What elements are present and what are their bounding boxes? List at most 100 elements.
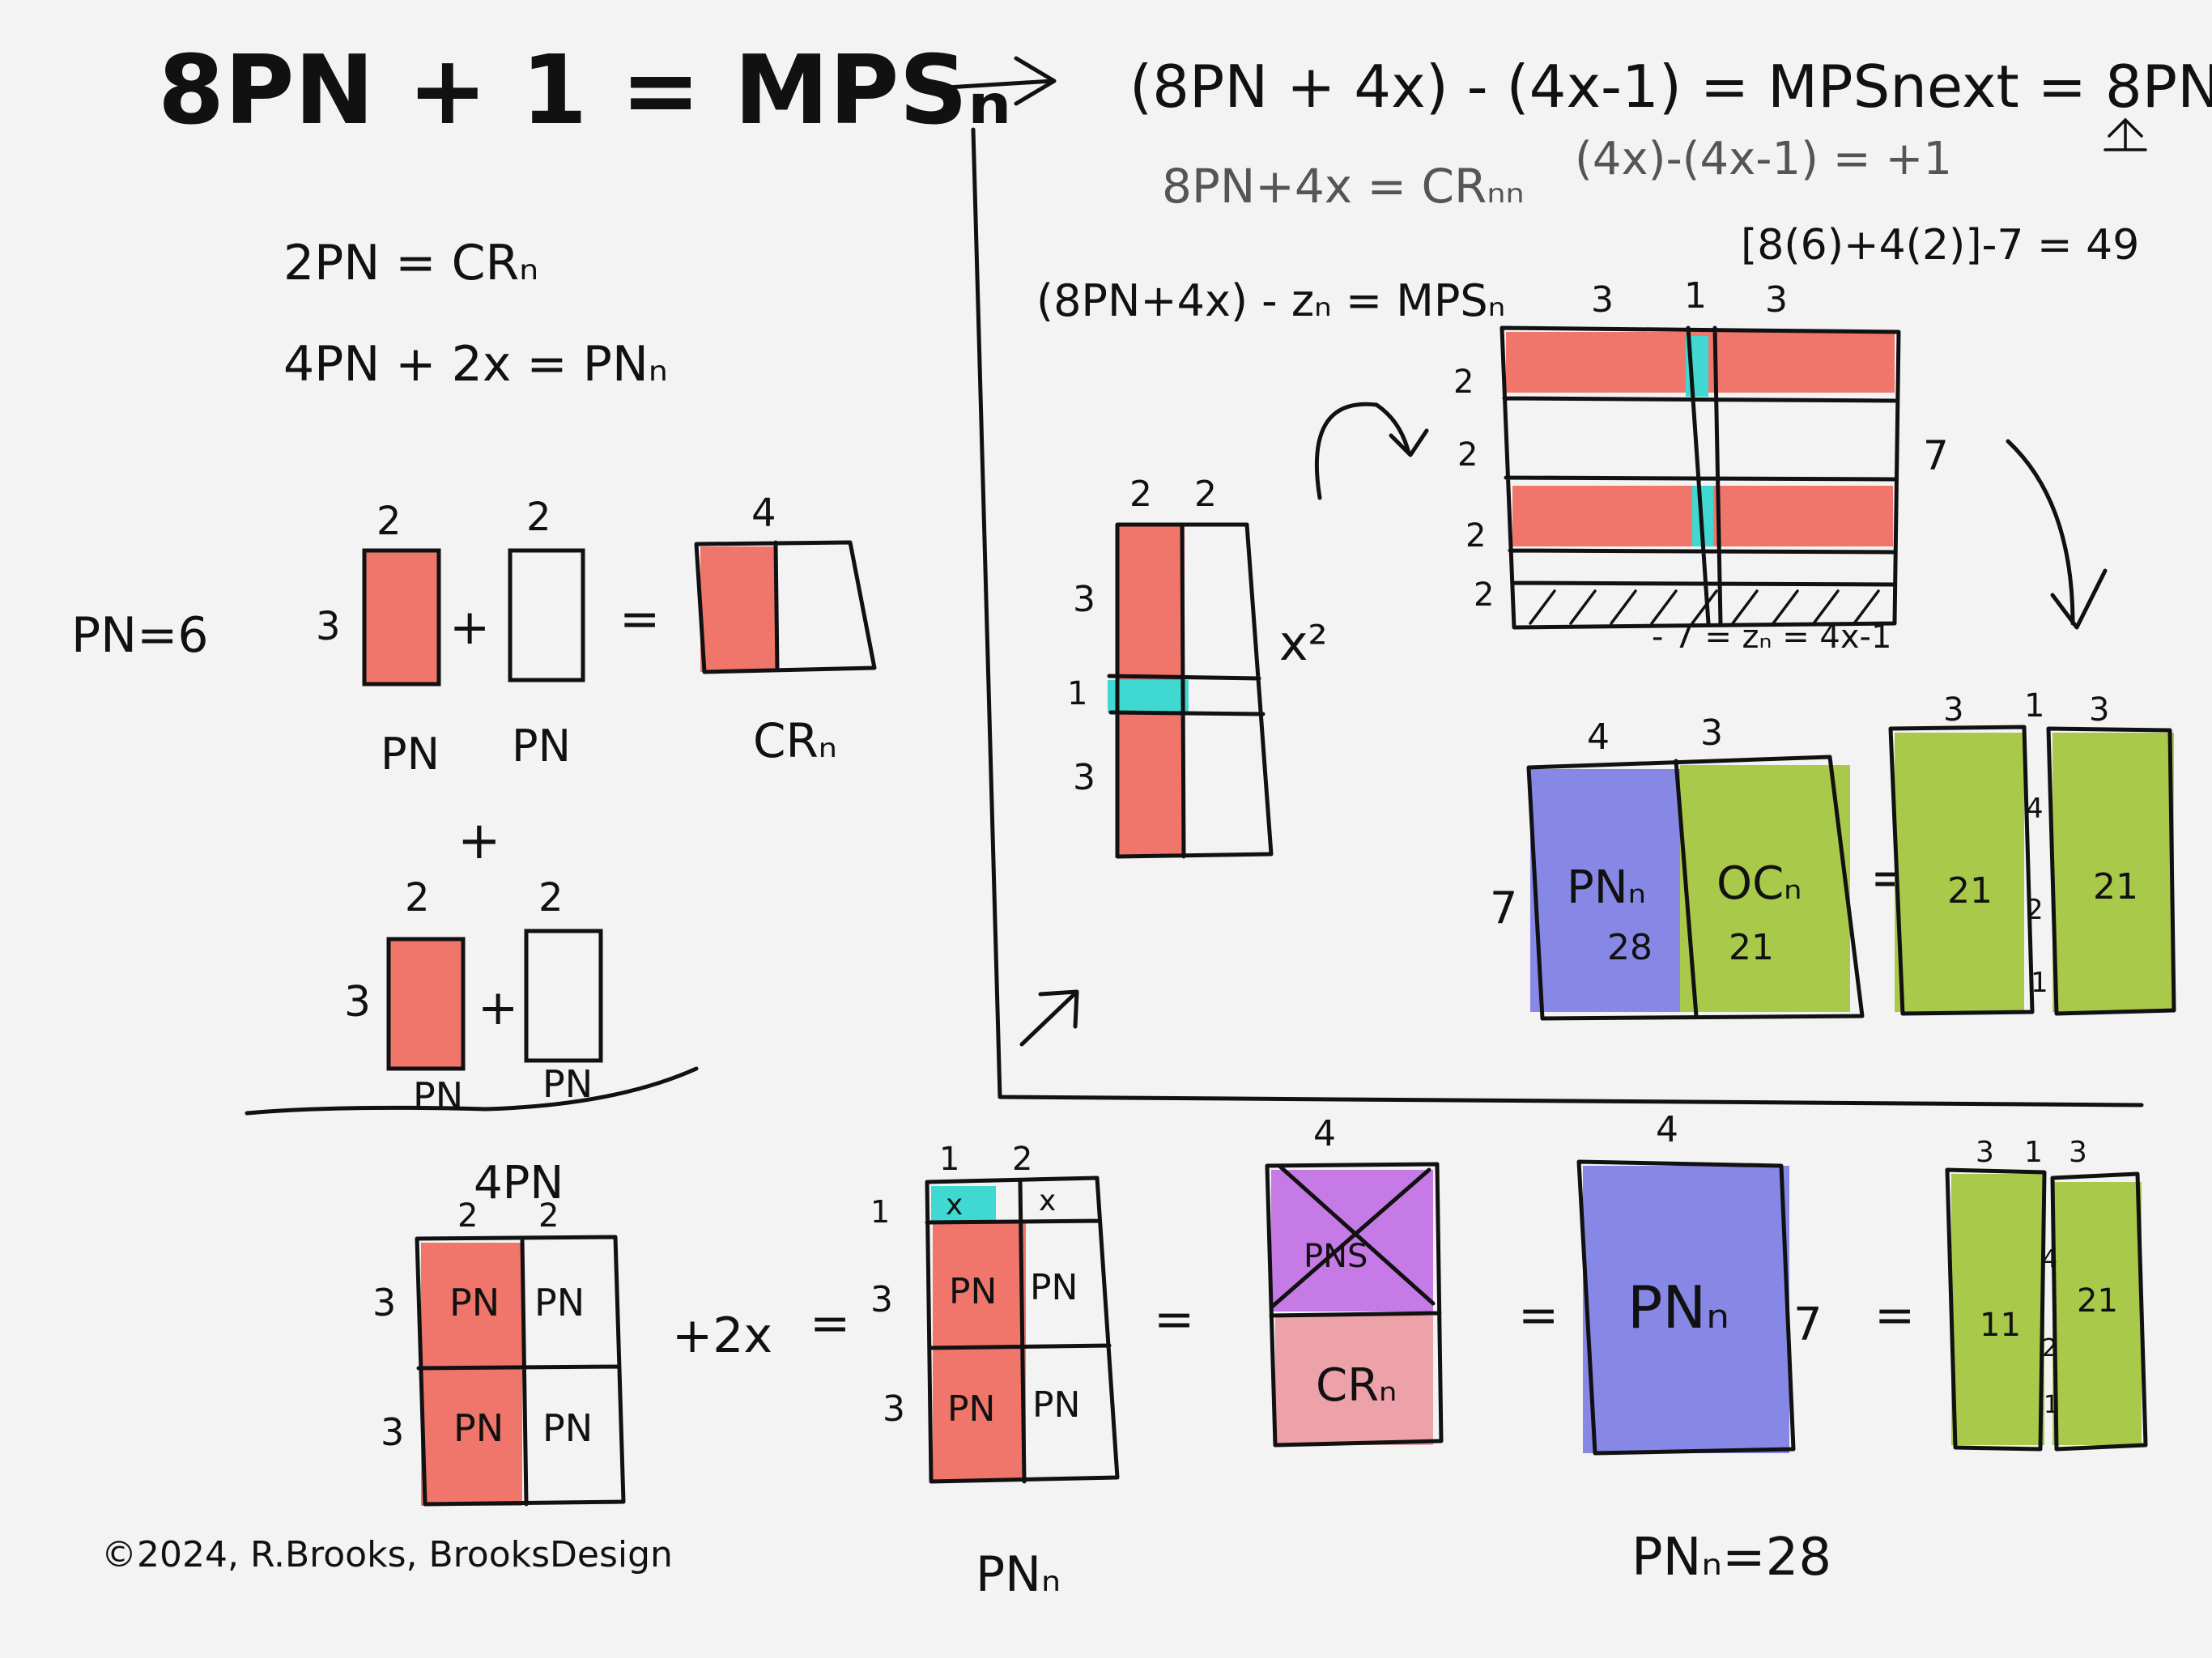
green-mid-3: 1	[2031, 967, 2048, 999]
curved-arrow-icon	[1314, 402, 1429, 500]
grid-left-4: 2	[1474, 576, 1494, 614]
row1-label3: CRₙ	[753, 713, 837, 768]
green-mid-2: 2	[2026, 894, 2044, 926]
gx-cell-1: PN	[949, 1271, 997, 1312]
gl-w1: 2	[457, 1197, 478, 1235]
grid-left-3: 2	[1465, 517, 1486, 555]
grid-left-1: 2	[1453, 363, 1474, 401]
green-top-3: 3	[2089, 691, 2109, 729]
gx-w2: 2	[1012, 1141, 1032, 1178]
row1-h1: 3	[316, 604, 341, 649]
pn-block-pn-label: PNₙ	[1567, 861, 1646, 914]
stack-top: PNS	[1304, 1238, 1368, 1275]
gx-cell-4: PN	[1032, 1384, 1080, 1426]
row2-label1: PN	[413, 1074, 463, 1118]
gx-h0: 1	[870, 1194, 890, 1230]
grid-caption: - 7 = zₙ = 4x-1	[1652, 619, 1891, 656]
grid-7x7	[1499, 325, 1901, 630]
eq-pn: 4PN + 2x = PNₙ	[283, 336, 668, 393]
row1-label2: PN	[512, 721, 571, 772]
grid-top-2: 1	[1684, 275, 1707, 317]
row2-rect-white	[524, 929, 603, 1063]
green-mid-1: 4	[2026, 793, 2044, 825]
pn-block-w1: 4	[1587, 716, 1610, 758]
right-arrow	[945, 56, 1057, 106]
tall-w2: 2	[1194, 474, 1217, 515]
eq-1: =	[810, 1295, 850, 1352]
gs-top-2: 1	[2024, 1136, 2043, 1169]
gx-x2: x	[1039, 1184, 1056, 1218]
stack-w: 4	[1313, 1113, 1336, 1154]
main-equation: 8PN + 1 = MPSₙ	[158, 34, 1011, 146]
tall-h3: 3	[1073, 757, 1095, 798]
row1-eq: =	[619, 591, 660, 648]
bottom-title: 4PN	[474, 1157, 564, 1209]
pns-stack	[1265, 1162, 1444, 1448]
row1-rect-white	[508, 548, 585, 682]
tall-times: x²	[1279, 615, 1328, 672]
row1-rect-red	[362, 548, 441, 687]
up-arrow-icon	[2104, 117, 2147, 151]
gl-h1: 3	[372, 1281, 396, 1324]
gx-x1: x	[946, 1188, 963, 1222]
pn-block-w2: 3	[1700, 712, 1723, 754]
gs-mid-3: 1	[2044, 1391, 2059, 1419]
row1-label1: PN	[381, 729, 440, 780]
gl-cell-1: PN	[449, 1281, 500, 1324]
row2-rect-red	[386, 937, 466, 1071]
section-frame	[971, 127, 2144, 1107]
tall-h1: 3	[1073, 579, 1095, 620]
plus-between: +	[457, 811, 501, 871]
eq-2: =	[1154, 1291, 1194, 1348]
copyright: ©2024, R.Brooks, BrooksDesign	[101, 1534, 673, 1575]
gx-h1: 3	[870, 1279, 893, 1320]
tall-h2: 1	[1067, 675, 1087, 712]
sum-line	[245, 1066, 699, 1116]
green-block	[1888, 725, 2176, 1016]
row1-w3: 4	[751, 491, 776, 536]
pn-big-w: 4	[1656, 1109, 1678, 1150]
eq-4: =	[1874, 1287, 1915, 1344]
gx-label: PNₙ	[976, 1546, 1061, 1603]
green-top-2: 1	[2024, 687, 2044, 725]
gs-mid-1: 4	[2042, 1245, 2057, 1273]
grid-top-1: 3	[1591, 279, 1614, 321]
next-equation: (8PN + 4x) - (4x-1) = MPSnext = 8PN+1	[1129, 53, 2212, 121]
plus-2x: +2x	[672, 1307, 772, 1364]
down-arrow-icon	[2006, 439, 2108, 630]
diff-equation: (4x)-(4x-1) = +1	[1575, 133, 1952, 185]
diagonal-arrow-icon	[1019, 989, 1079, 1047]
gl-cell-3: PN	[453, 1406, 504, 1450]
grid-left-2: 2	[1457, 436, 1478, 474]
check-equation: [8(6)+4(2)]-7 = 49	[1741, 221, 2139, 270]
row1-plus: +	[449, 599, 490, 656]
gx-cell-3: PN	[947, 1388, 995, 1430]
gs-right-value: 21	[2077, 1282, 2118, 1320]
gs-left-value: 11	[1980, 1307, 2021, 1344]
gl-cell-4: PN	[542, 1406, 593, 1450]
gs-top-3: 3	[2069, 1136, 2087, 1169]
gx-w1: 1	[939, 1141, 959, 1178]
pn-block-side: 7	[1490, 882, 1517, 933]
green-small	[1945, 1167, 2148, 1452]
green-left-value: 21	[1947, 870, 1993, 912]
row1-w1: 2	[376, 499, 402, 544]
row2-w1: 2	[405, 875, 430, 920]
grid-top-3: 3	[1765, 279, 1788, 321]
pn-big-side: 7	[1793, 1299, 1823, 1351]
tall-rect	[1107, 522, 1274, 859]
gx-cell-2: PN	[1030, 1267, 1078, 1308]
green-top-1: 3	[1943, 691, 1963, 729]
grid-4pn	[415, 1235, 626, 1507]
eq-cr: 2PN = CRₙ	[283, 235, 538, 291]
row2-plus: +	[478, 980, 518, 1036]
grid-x	[925, 1175, 1120, 1484]
mps-equation: (8PN+4x) - zₙ = MPSₙ	[1036, 275, 1505, 326]
gl-cell-2: PN	[534, 1281, 585, 1324]
gl-h2: 3	[381, 1410, 404, 1454]
tall-w1: 2	[1129, 474, 1152, 515]
pn-value: PN=6	[71, 607, 209, 664]
pn-oc-block	[1526, 755, 1865, 1021]
cr-rect	[694, 540, 877, 674]
